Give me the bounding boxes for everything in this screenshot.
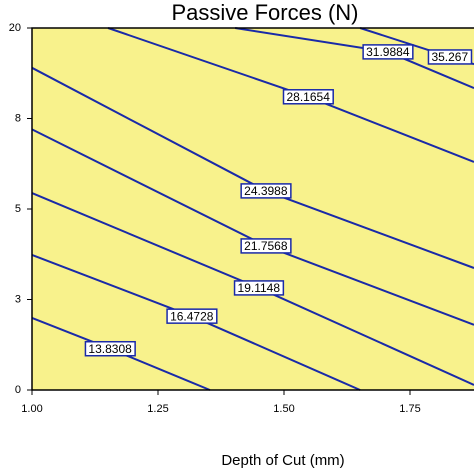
contour-label-box (240, 183, 292, 199)
y-tick-label: 0 (15, 384, 21, 396)
y-tick-label: 8 (15, 112, 21, 124)
contour-label-text: 28.1654 (286, 90, 330, 104)
contour-label-text: 16.4728 (170, 309, 214, 323)
y-tick-label: 3 (15, 293, 21, 305)
contour-label-text: 21.7568 (244, 239, 288, 253)
chart-title: Passive Forces (N) (171, 0, 358, 25)
x-tick-label: 1.25 (147, 403, 168, 415)
contour-label-box (282, 89, 334, 105)
contour-label: 16.4728 (166, 308, 218, 324)
contour-label-text: 13.8308 (88, 342, 132, 356)
contour-label: 28.1654 (282, 89, 334, 105)
y-tick-label: 5 (15, 203, 21, 215)
contour-label-text: 19.1148 (238, 281, 281, 295)
contour-label-box (166, 308, 218, 324)
contour-label-box (362, 44, 414, 60)
x-tick-label: 1.50 (273, 403, 294, 415)
x-tick-label: 1.75 (399, 403, 420, 415)
contour-label: 35.267 (427, 49, 473, 65)
contour-label-text: 24.3988 (244, 184, 288, 198)
contour-label-box (427, 49, 473, 65)
contour-label: 19.1148 (233, 280, 285, 296)
contour-label: 31.9884 (362, 44, 414, 60)
contour-label-box (240, 238, 292, 254)
y-tick-label: 20 (9, 22, 21, 34)
x-axis-label: Depth of Cut (mm) (221, 452, 344, 469)
contour-label-text: 35.267 (431, 50, 468, 64)
contour-label-text: 31.9884 (366, 45, 410, 59)
x-tick-label: 1.00 (21, 403, 42, 415)
contour-label: 24.3988 (240, 183, 292, 199)
plot-frame (31, 27, 474, 391)
contour-label-box (233, 280, 285, 296)
plot-area (32, 28, 474, 390)
contour-label: 21.7568 (240, 238, 292, 254)
contour-label: 13.8308 (84, 340, 136, 357)
contour-label-box (84, 340, 136, 357)
